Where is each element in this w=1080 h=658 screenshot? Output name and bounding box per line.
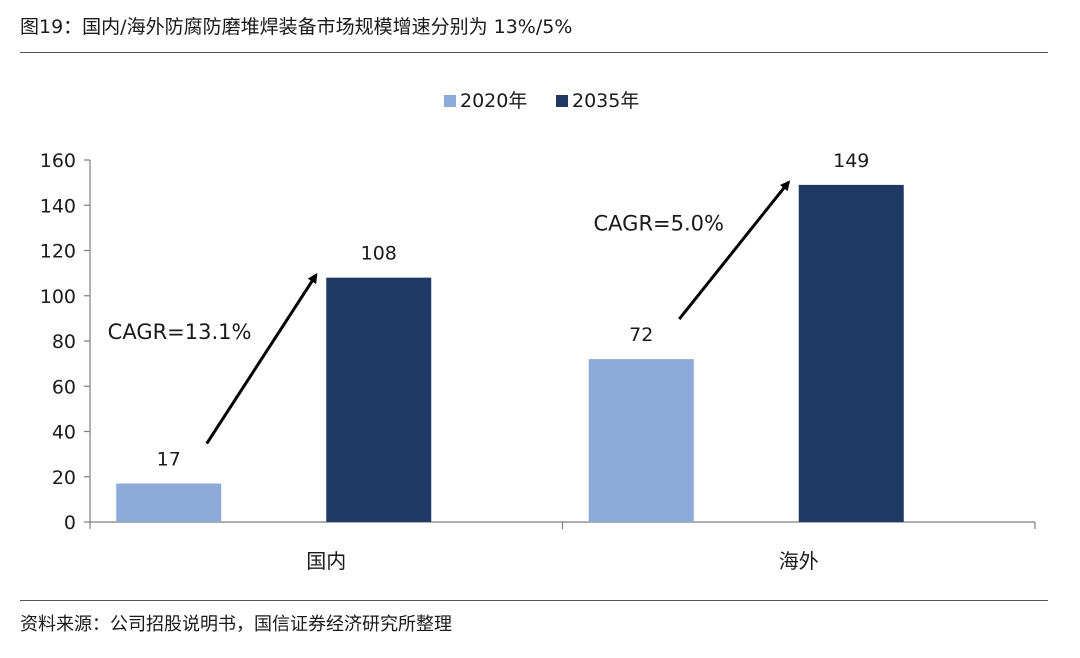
source-note: 资料来源：公司招股说明书，国信证券经济研究所整理 — [20, 614, 452, 635]
legend-swatch — [444, 95, 456, 107]
title-divider — [20, 52, 1048, 53]
y-tick-label: 80 — [52, 331, 76, 353]
x-category-label: 国内 — [306, 549, 346, 573]
bar — [116, 483, 222, 522]
data-label: 17 — [157, 449, 181, 471]
data-label: 108 — [361, 243, 397, 265]
data-label: 149 — [833, 150, 869, 172]
y-tick-label: 120 — [40, 241, 76, 263]
y-tick-label: 140 — [40, 195, 76, 217]
y-tick-label: 160 — [40, 150, 76, 172]
y-tick-label: 60 — [52, 376, 76, 398]
bar — [588, 359, 694, 522]
x-category-label: 海外 — [779, 549, 819, 573]
y-tick-label: 40 — [52, 422, 76, 444]
figure-title: 图19：国内/海外防腐防磨堆焊装备市场规模增速分别为 13%/5% — [20, 16, 573, 38]
bar — [798, 184, 904, 522]
cagr-label: CAGR=5.0% — [594, 211, 724, 235]
y-tick-label: 20 — [52, 467, 76, 489]
y-tick-label: 0 — [64, 512, 76, 534]
y-tick-label: 100 — [40, 286, 76, 308]
cagr-arrow — [205, 272, 318, 445]
bar — [326, 277, 432, 522]
chart-legend: 2020年 2035年 — [444, 90, 639, 112]
cagr-arrow — [678, 180, 790, 321]
source-divider — [20, 600, 1048, 601]
chart-bars: 17 108 72 149 — [116, 150, 904, 522]
cagr-label: CAGR=13.1% — [108, 320, 252, 344]
legend-label: 2035年 — [572, 90, 639, 112]
data-label: 72 — [629, 324, 653, 346]
legend-label: 2020年 — [460, 90, 527, 112]
legend-swatch — [556, 95, 568, 107]
chart-annotations: CAGR=13.1% CAGR=5.0% — [108, 180, 790, 445]
chart-axes: 0 20 40 60 80 100 120 140 160 国内 海外 — [40, 150, 1036, 573]
